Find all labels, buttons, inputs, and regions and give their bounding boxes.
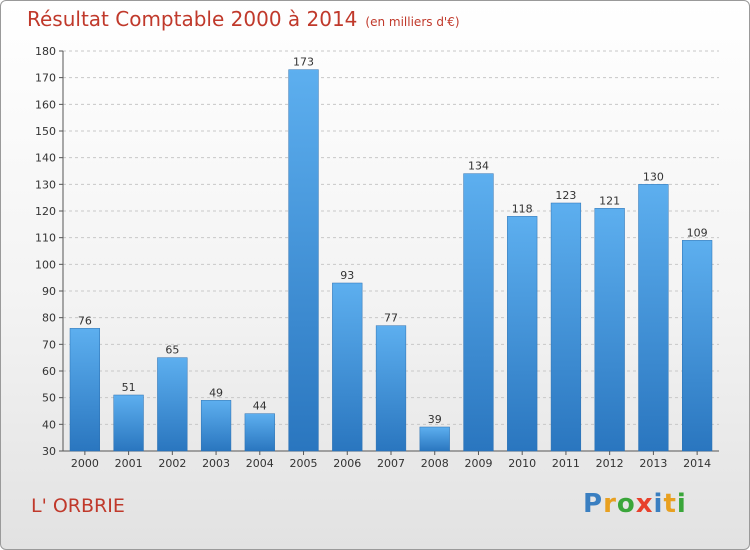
x-tick-label: 2014 (683, 457, 711, 470)
data-label: 118 (512, 202, 533, 215)
bar (638, 184, 669, 452)
y-tick-label: 90 (42, 285, 56, 298)
x-tick-label: 2013 (639, 457, 667, 470)
x-tick-label: 2012 (596, 457, 624, 470)
logo-letter: x (635, 489, 654, 519)
logo-letter: o (616, 489, 636, 519)
y-tick-label: 120 (35, 205, 56, 218)
data-label: 39 (428, 413, 442, 426)
y-tick-label: 50 (42, 392, 56, 405)
y-tick-label: 40 (42, 418, 56, 431)
logo-letter: i (676, 489, 687, 519)
bars (69, 69, 713, 452)
data-label: 49 (209, 386, 223, 399)
x-tick-label: 2011 (552, 457, 580, 470)
data-label: 134 (468, 160, 489, 173)
y-tick-label: 100 (35, 258, 56, 271)
x-tick-label: 2006 (333, 457, 361, 470)
x-tick-label: 2007 (377, 457, 405, 470)
data-label: 76 (78, 314, 92, 327)
bar (69, 328, 100, 452)
data-label: 44 (253, 400, 267, 413)
x-tick-label: 2001 (115, 457, 143, 470)
data-label: 77 (384, 312, 398, 325)
x-tick-label: 2010 (508, 457, 536, 470)
proxiti-logo: Proxiti (583, 489, 687, 519)
bar (375, 325, 407, 452)
logo-letter: r (603, 489, 617, 519)
logo-letter: P (583, 489, 604, 519)
bar (594, 208, 625, 452)
x-tick-label: 2003 (202, 457, 230, 470)
data-label: 130 (643, 170, 664, 183)
data-label: 93 (340, 269, 354, 282)
chart-title: Résultat Comptable 2000 à 2014 (en millie… (27, 7, 460, 31)
y-tick-label: 60 (42, 365, 56, 378)
bar (244, 413, 275, 452)
bar (550, 202, 582, 452)
data-label: 109 (687, 226, 708, 239)
bar (463, 173, 494, 452)
bar (288, 69, 319, 452)
x-tick-label: 2000 (71, 457, 99, 470)
data-label: 123 (555, 189, 576, 202)
logo-letter: t (663, 489, 677, 519)
logo-letter: i (653, 489, 664, 519)
data-label: 65 (165, 344, 179, 357)
bar (113, 394, 144, 452)
bar (507, 216, 538, 452)
x-tick-label: 2005 (290, 457, 318, 470)
bar (682, 240, 713, 452)
data-label: 121 (599, 194, 620, 207)
bar (419, 426, 450, 452)
y-tick-label: 160 (35, 98, 56, 111)
labels: 30 40 50 60 70 80 90 100 110 120 130 140 150 160 170 18… (35, 45, 711, 470)
commune-name: L' ORBRIE (31, 495, 125, 517)
x-tick-label: 2008 (421, 457, 449, 470)
y-tick-label: 180 (35, 45, 56, 58)
y-tick-label: 130 (35, 178, 56, 191)
y-tick-label: 110 (35, 232, 56, 245)
y-tick-label: 70 (42, 338, 56, 351)
bar (332, 282, 363, 452)
x-tick-label: 2002 (158, 457, 186, 470)
chart-title-text: Résultat Comptable 2000 à 2014 (27, 7, 358, 31)
x-tick-label: 2004 (246, 457, 274, 470)
y-tick-label: 30 (42, 445, 56, 458)
x-tick-label: 2009 (464, 457, 492, 470)
y-tick-label: 150 (35, 125, 56, 138)
data-label: 51 (122, 381, 136, 394)
data-label: 173 (293, 56, 314, 69)
bar (157, 357, 188, 452)
chart-unit: (en milliers d'€) (365, 15, 460, 29)
y-tick-label: 140 (35, 152, 56, 165)
y-tick-label: 80 (42, 312, 56, 325)
y-tick-label: 170 (35, 72, 56, 85)
bar (200, 400, 232, 452)
